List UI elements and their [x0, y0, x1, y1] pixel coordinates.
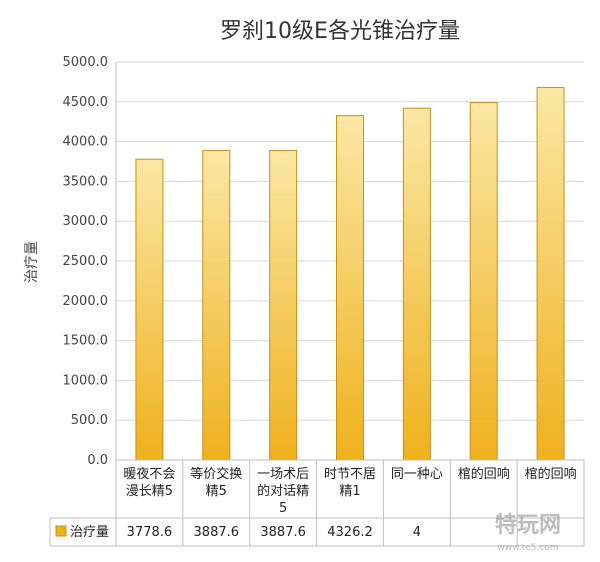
data-value-label: 4326.2: [327, 525, 373, 540]
bars: [135, 86, 565, 461]
y-tick-label: 4000.0: [63, 135, 109, 150]
y-tick-label: 4500.0: [63, 95, 109, 110]
y-tick-label: 2500.0: [63, 254, 109, 269]
category-label: 5: [279, 501, 287, 516]
bar: [469, 102, 498, 461]
category-label: 暖夜不会: [123, 467, 175, 482]
category-label: 漫长精5: [126, 484, 173, 499]
y-tick-label: 3500.0: [63, 174, 109, 189]
category-label: 时节不居: [324, 467, 376, 482]
bar: [135, 158, 164, 461]
category-label: 精1: [339, 484, 360, 499]
y-axis-label: 治疗量: [24, 241, 40, 283]
y-tick-label: 1500.0: [63, 334, 109, 349]
bar: [402, 107, 431, 461]
bar: [336, 115, 364, 461]
category-label: 棺的回响: [458, 466, 510, 482]
watermark-url: www.te5.com: [498, 543, 559, 553]
data-value-label: 4: [413, 525, 421, 540]
bar: [269, 150, 298, 461]
category-label: 棺的回响: [525, 466, 577, 482]
category-label: 一场术后: [257, 467, 309, 482]
y-tick-label: 0.0: [87, 453, 108, 468]
data-value-label: 3887.6: [260, 525, 306, 540]
bar: [536, 86, 565, 461]
legend-label: 治疗量: [70, 525, 109, 540]
category-label: 等价交换: [190, 466, 242, 482]
y-tick-label: 2000.0: [63, 294, 109, 309]
category-label: 的对话精: [257, 483, 309, 499]
watermark-text: 特玩网: [495, 512, 561, 538]
legend-swatch: [55, 525, 67, 537]
y-tick-label: 500.0: [71, 413, 108, 428]
y-axis-ticks: 0.0 500.0 1000.0 1500.0 2000.0 2500.0 3000.0 35…: [63, 55, 109, 468]
y-tick-label: 1000.0: [63, 373, 109, 388]
data-value-label: 3887.6: [194, 525, 240, 540]
data-value-label: 3778.6: [127, 525, 173, 540]
category-label: 同一种心: [391, 467, 443, 482]
category-label: 精5: [206, 484, 227, 499]
bar: [202, 150, 231, 461]
y-tick-label: 3000.0: [63, 214, 109, 229]
y-tick-label: 5000.0: [63, 55, 109, 70]
watermark: 特玩网 www.te5.com: [495, 512, 561, 553]
chart-title: 罗刹10级E各光锥治疗量: [220, 19, 460, 44]
